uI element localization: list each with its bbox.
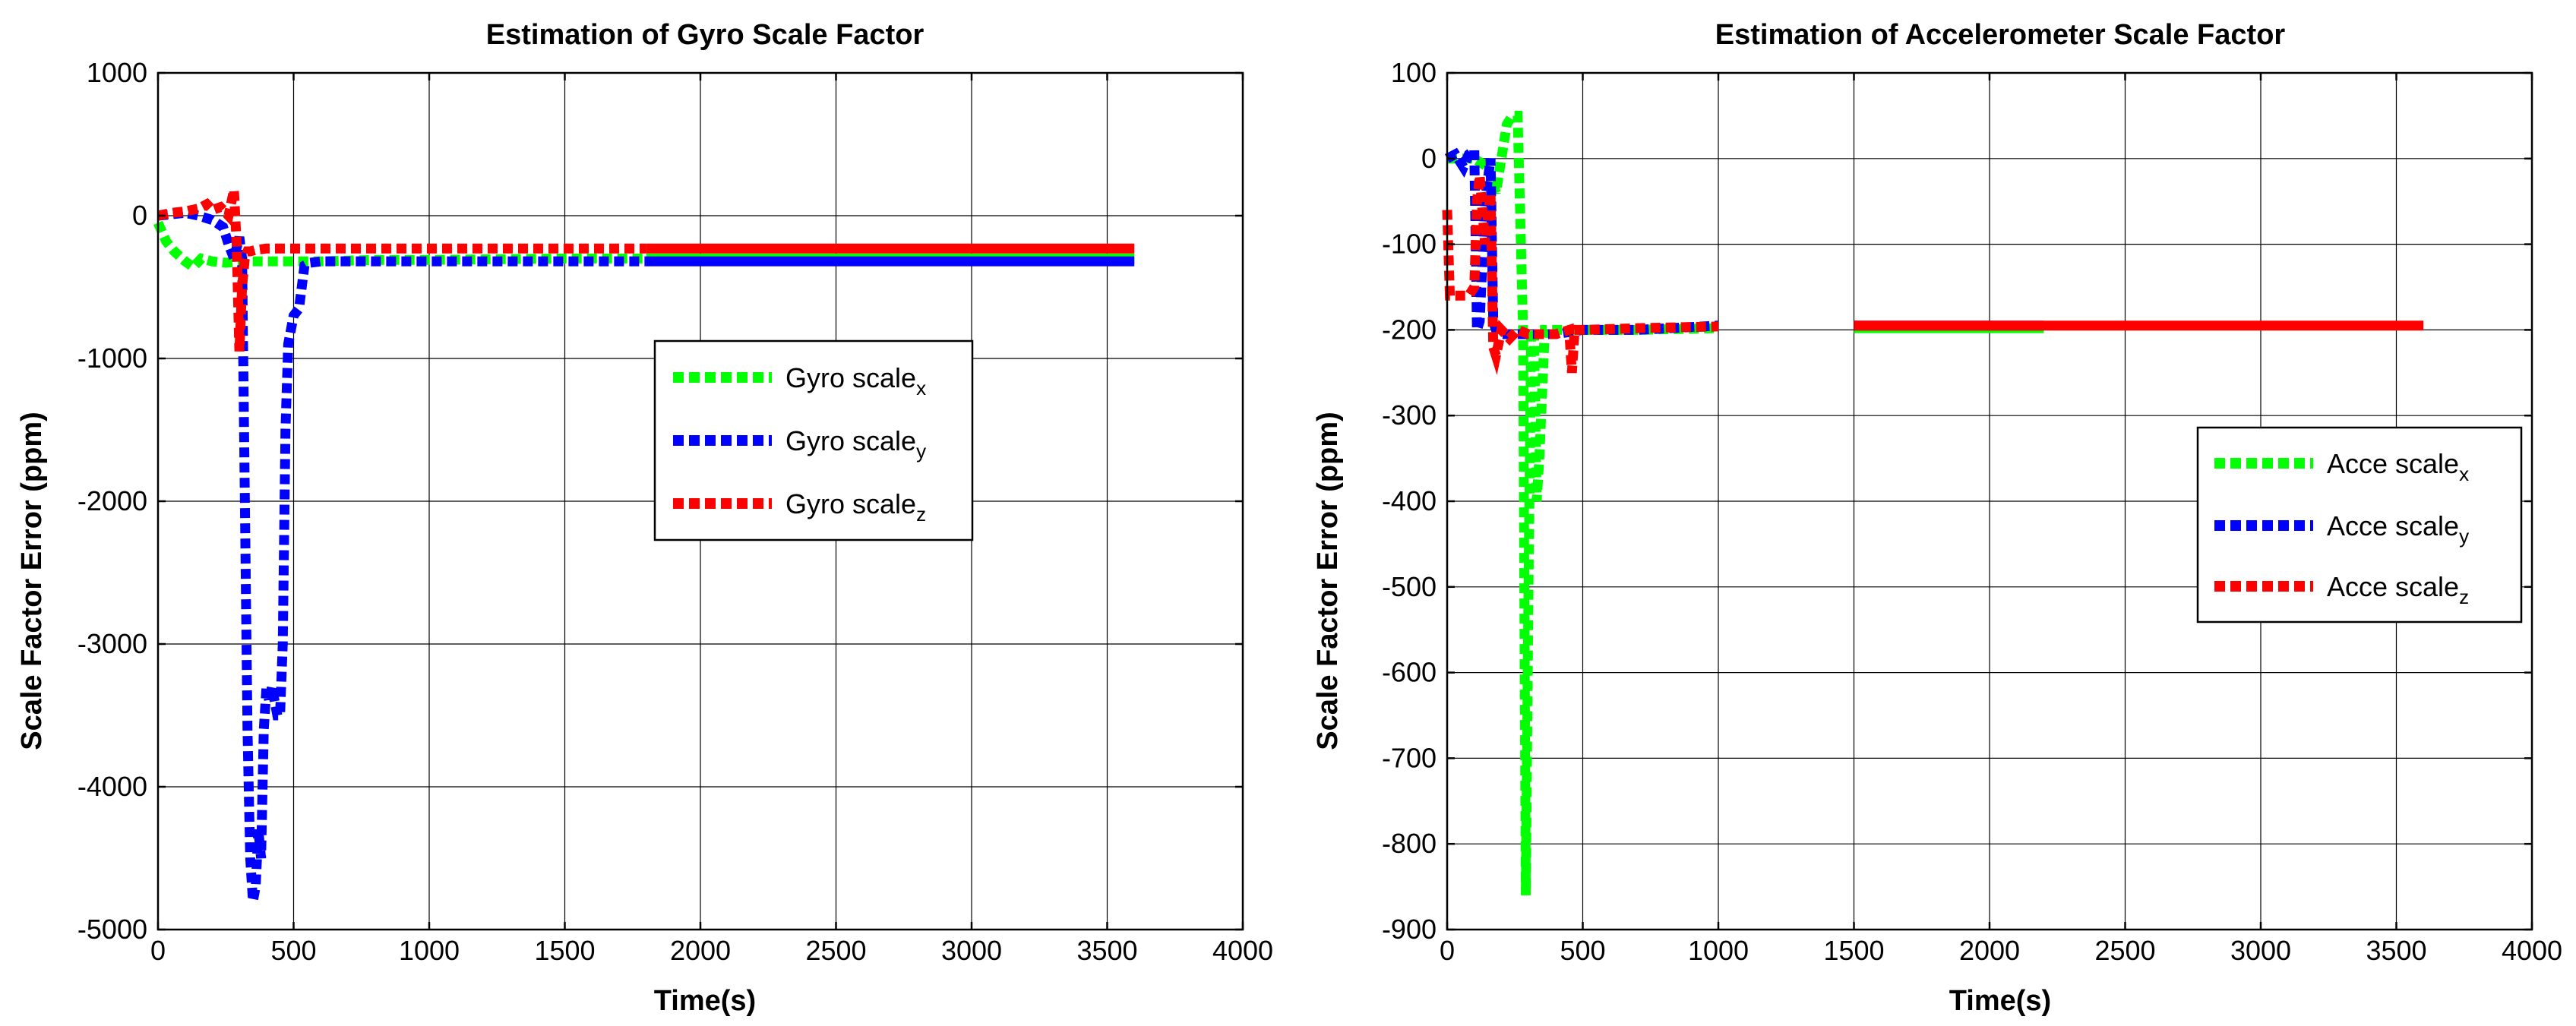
- x-tick-label: 500: [270, 935, 316, 966]
- y-tick-label: -5000: [77, 914, 147, 945]
- x-tick-label: 2500: [2094, 935, 2155, 966]
- y-tick-label: -200: [1382, 314, 1437, 345]
- x-tick-label: 3000: [2230, 935, 2291, 966]
- x-tick-label: 3500: [2366, 935, 2426, 966]
- y-tick-label: -100: [1382, 229, 1437, 260]
- legend-label-acce-y: Acce scaley: [2327, 510, 2469, 548]
- series-line-dashed-y: [1444, 140, 1719, 339]
- y-tick-label: -400: [1382, 485, 1437, 516]
- x-tick-label: 4000: [2502, 935, 2562, 966]
- x-tick-label: 1000: [399, 935, 460, 966]
- x-tick-label: 3000: [941, 935, 1002, 966]
- series-group: [1442, 110, 2424, 895]
- y-tick-label: 0: [132, 200, 147, 231]
- y-tick-label: 1000: [87, 57, 147, 88]
- gyro-scale-factor-panel: Estimation of Gyro Scale Factor Time(s) …: [16, 19, 1273, 1017]
- x-tick-label: 1000: [1688, 935, 1749, 966]
- x-tick-label: 2000: [670, 935, 731, 966]
- y-tick-label: -1000: [77, 343, 147, 374]
- x-tick-label: 2500: [805, 935, 866, 966]
- x-tick-label: 2000: [1959, 935, 2020, 966]
- y-tick-label: -800: [1382, 828, 1437, 859]
- y-tick-label: -600: [1382, 657, 1437, 688]
- chart-title: Estimation of Accelerometer Scale Factor: [1715, 19, 2286, 51]
- x-axis-label: Time(s): [654, 985, 756, 1017]
- legend: Gyro scalex Gyro scaley Gyro scalez: [653, 339, 974, 541]
- y-tick-label: -300: [1382, 399, 1437, 431]
- legend-label-acce-z: Acce scalez: [2327, 571, 2469, 608]
- legend-label-acce-x: Acce scalex: [2327, 448, 2469, 485]
- legend-label-gyro-y: Gyro scaley: [785, 425, 926, 462]
- legend-label-gyro-z: Gyro scalez: [785, 488, 926, 526]
- y-tick-label: 100: [1391, 57, 1437, 88]
- y-tick-label: -4000: [77, 771, 147, 802]
- y-tick-label: -700: [1382, 742, 1437, 773]
- series-line-dashed-z: [156, 188, 646, 352]
- x-tick-label: 500: [1560, 935, 1605, 966]
- y-axis-label: Scale Factor Error (ppm): [16, 412, 48, 750]
- y-axis-label: Scale Factor Error (ppm): [1312, 412, 1344, 750]
- x-tick-label: 1500: [1823, 935, 1884, 966]
- chart-title: Estimation of Gyro Scale Factor: [486, 19, 925, 51]
- accelerometer-scale-factor-panel: Estimation of Accelerometer Scale Factor…: [1312, 19, 2562, 1017]
- x-tick-label: 1500: [534, 935, 595, 966]
- legend-label-gyro-x: Gyro scalex: [785, 362, 926, 399]
- y-tick-label: -500: [1382, 571, 1437, 602]
- series-line-dashed-z: [1442, 175, 1719, 375]
- y-tick-label: -2000: [77, 485, 147, 516]
- legend: Acce scalex Acce scaley Acce scalez: [2196, 426, 2523, 623]
- y-tick-label: -3000: [77, 628, 147, 659]
- series-group: [153, 188, 1135, 902]
- x-tick-label: 0: [1440, 935, 1455, 966]
- x-axis-label: Time(s): [1949, 985, 2051, 1017]
- x-tick-label: 4000: [1212, 935, 1273, 966]
- y-tick-label: 0: [1421, 143, 1437, 174]
- x-tick-label: 0: [150, 935, 166, 966]
- ticks-group: 0 500 1000 1500 2000 2500 3000 3500 4000 -5000 -40…: [77, 57, 1273, 966]
- series-line-dashed-y: [157, 207, 646, 902]
- y-tick-label: -900: [1382, 914, 1437, 945]
- x-tick-label: 3500: [1076, 935, 1137, 966]
- ticks-group: 0 500 1000 1500 2000 2500 3000 3500 4000-900-800…: [1382, 57, 2562, 966]
